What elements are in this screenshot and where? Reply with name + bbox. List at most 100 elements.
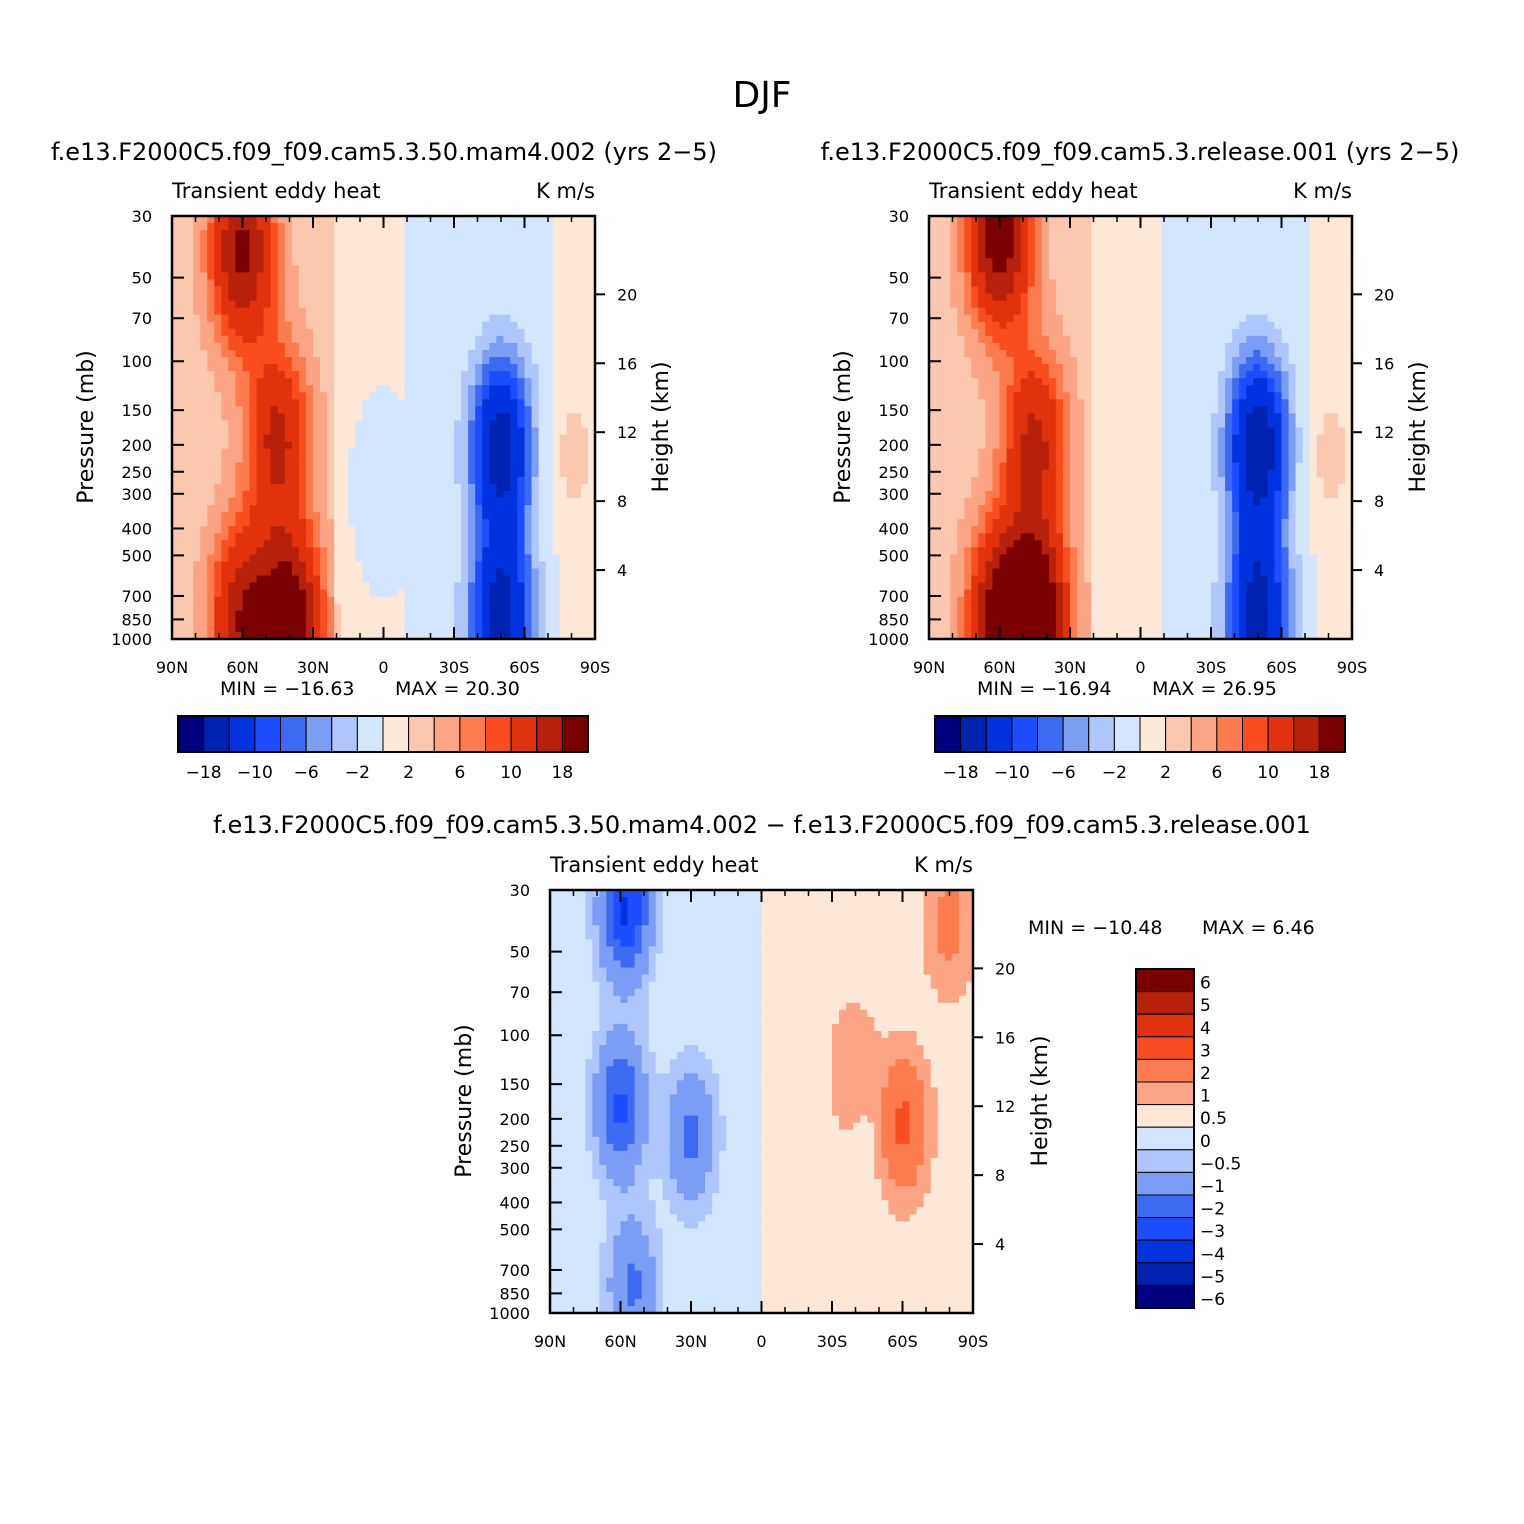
left-contour-cell [439,321,448,330]
left-contour-cell [425,624,434,633]
right-contour-cell [992,554,1001,563]
left-colorbar-swatch [459,715,486,753]
left-contour-cell [369,540,378,548]
right-contour-cell [1048,272,1057,281]
left-contour-cell [193,603,201,612]
left-contour-cell [566,357,575,365]
right-contour-cell [1013,216,1022,224]
left-contour-cell [468,300,476,309]
left-contour-cell [397,258,406,266]
right-contour-cell [957,258,965,266]
left-contour-cell [207,349,215,358]
left-contour-cell [172,272,180,281]
left-contour-cell [538,427,547,436]
left-contour-cell [517,342,526,351]
right-contour-cell [992,533,1001,541]
left-contour-cell [383,293,392,302]
left-contour-cell [263,399,272,407]
right-contour-cell [957,526,965,534]
right-contour-cell [929,547,937,555]
left-contour-cell [179,342,187,351]
left-contour-cell [587,223,596,231]
right-contour-cell [1020,512,1029,520]
left-contour-cell [580,526,589,534]
left-contour-cell [559,335,568,344]
right-contour-cell [1013,498,1022,506]
right-contour-cell [1020,265,1029,273]
left-contour-cell [418,230,427,238]
left-contour-cell [193,307,201,316]
right-contour-cell [999,617,1008,626]
left-contour-cell [256,624,265,633]
left-contour-cell [531,251,540,259]
left-contour-cell [390,265,399,273]
left-contour-cell [538,357,547,365]
left-contour-cell [404,427,413,436]
right-contour-cell [1013,547,1022,555]
right-contour-cell [957,483,965,492]
right-contour-cell [950,469,958,478]
left-contour-cell [277,216,286,224]
left-contour-cell [432,237,441,245]
right-contour-cell [999,603,1008,612]
right-contour-cell [936,251,944,259]
right-contour-cell [964,357,972,365]
left-contour-cell [348,286,356,295]
left-contour-cell [418,434,427,443]
left-contour-cell [517,258,526,266]
left-contour-cell [517,293,526,302]
left-contour-cell [545,582,554,591]
left-contour-cell [524,244,533,252]
left-contour-cell [510,469,519,478]
right-contour-cell [1013,237,1022,245]
right-contour-cell [999,462,1008,471]
left-contour-cell [221,230,229,238]
left-contour-cell [552,399,561,407]
left-contour-cell [200,251,208,259]
right-contour-cell [964,279,972,288]
left-contour-cell [172,434,180,443]
left-contour-cell [580,399,589,407]
left-contour-cell [327,300,335,309]
left-contour-cell [228,490,237,499]
right-contour-cell [1027,244,1036,252]
left-contour-cell [355,399,363,407]
left-contour-cell [580,603,589,612]
left-contour-cell [545,483,554,492]
left-contour-cell [186,321,194,330]
left-contour-cell [531,582,540,591]
left-contour-cell [580,617,589,626]
left-contour-cell [369,554,378,563]
left-contour-cell [524,216,533,224]
left-contour-cell [291,286,300,295]
right-contour-cell [999,610,1008,619]
left-contour-cell [432,314,441,323]
left-contour-cell [242,286,251,295]
right-contour-cell [1070,216,1078,224]
right-contour-cell [943,237,951,245]
right-contour-cell [999,314,1008,323]
left-contour-cell [559,462,568,471]
left-contour-cell [510,512,519,520]
left-contour-cell [376,512,385,520]
right-contour-cell [978,216,986,224]
left-contour-cell [369,265,378,273]
left-contour-cell [291,490,300,499]
right-contour-cell [978,349,986,358]
left-contour-cell [327,575,335,584]
left-contour-cell [263,547,272,555]
left-contour-cell [418,483,427,492]
left-contour-cell [517,512,526,520]
left-contour-cell [235,251,244,259]
left-contour-cell [320,589,328,598]
left-contour-cell [418,589,427,598]
left-contour-cell [482,582,490,591]
right-contour-cell [992,328,1001,337]
left-contour-cell [566,258,575,266]
left-contour-cell [313,357,321,365]
left-contour-cell [510,483,519,492]
left-contour-cell [559,441,568,450]
left-contour-cell [468,554,476,563]
left-contour-cell [573,230,582,238]
left-contour-cell [404,547,413,555]
